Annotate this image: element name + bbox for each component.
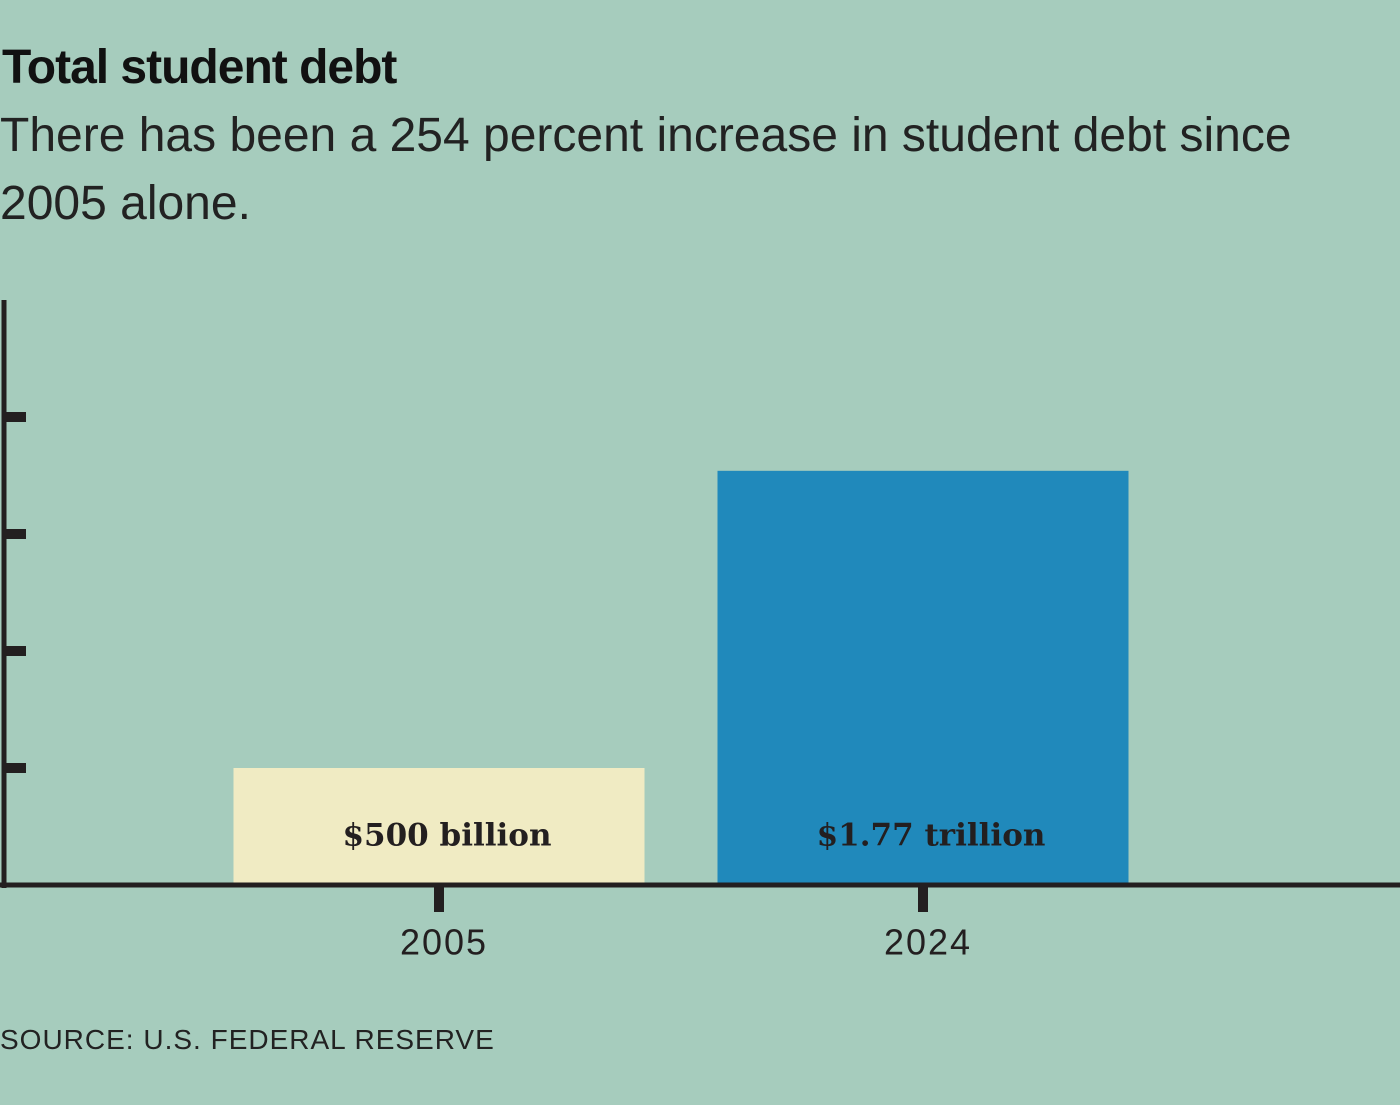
- chart-subtitle: There has been a 254 percent increase in…: [0, 109, 1292, 230]
- x-tick-label: 2005: [400, 922, 488, 963]
- value-label: $1.77 trillion: [817, 818, 1046, 854]
- bar: [233, 768, 645, 885]
- bar: [717, 470, 1129, 885]
- value-label: $500 billion: [342, 818, 551, 854]
- x-tick-label: 2024: [884, 922, 972, 963]
- chart-title: Total student debt: [2, 41, 397, 94]
- source-note: SOURCE: U.S. FEDERAL RESERVE: [0, 1024, 495, 1055]
